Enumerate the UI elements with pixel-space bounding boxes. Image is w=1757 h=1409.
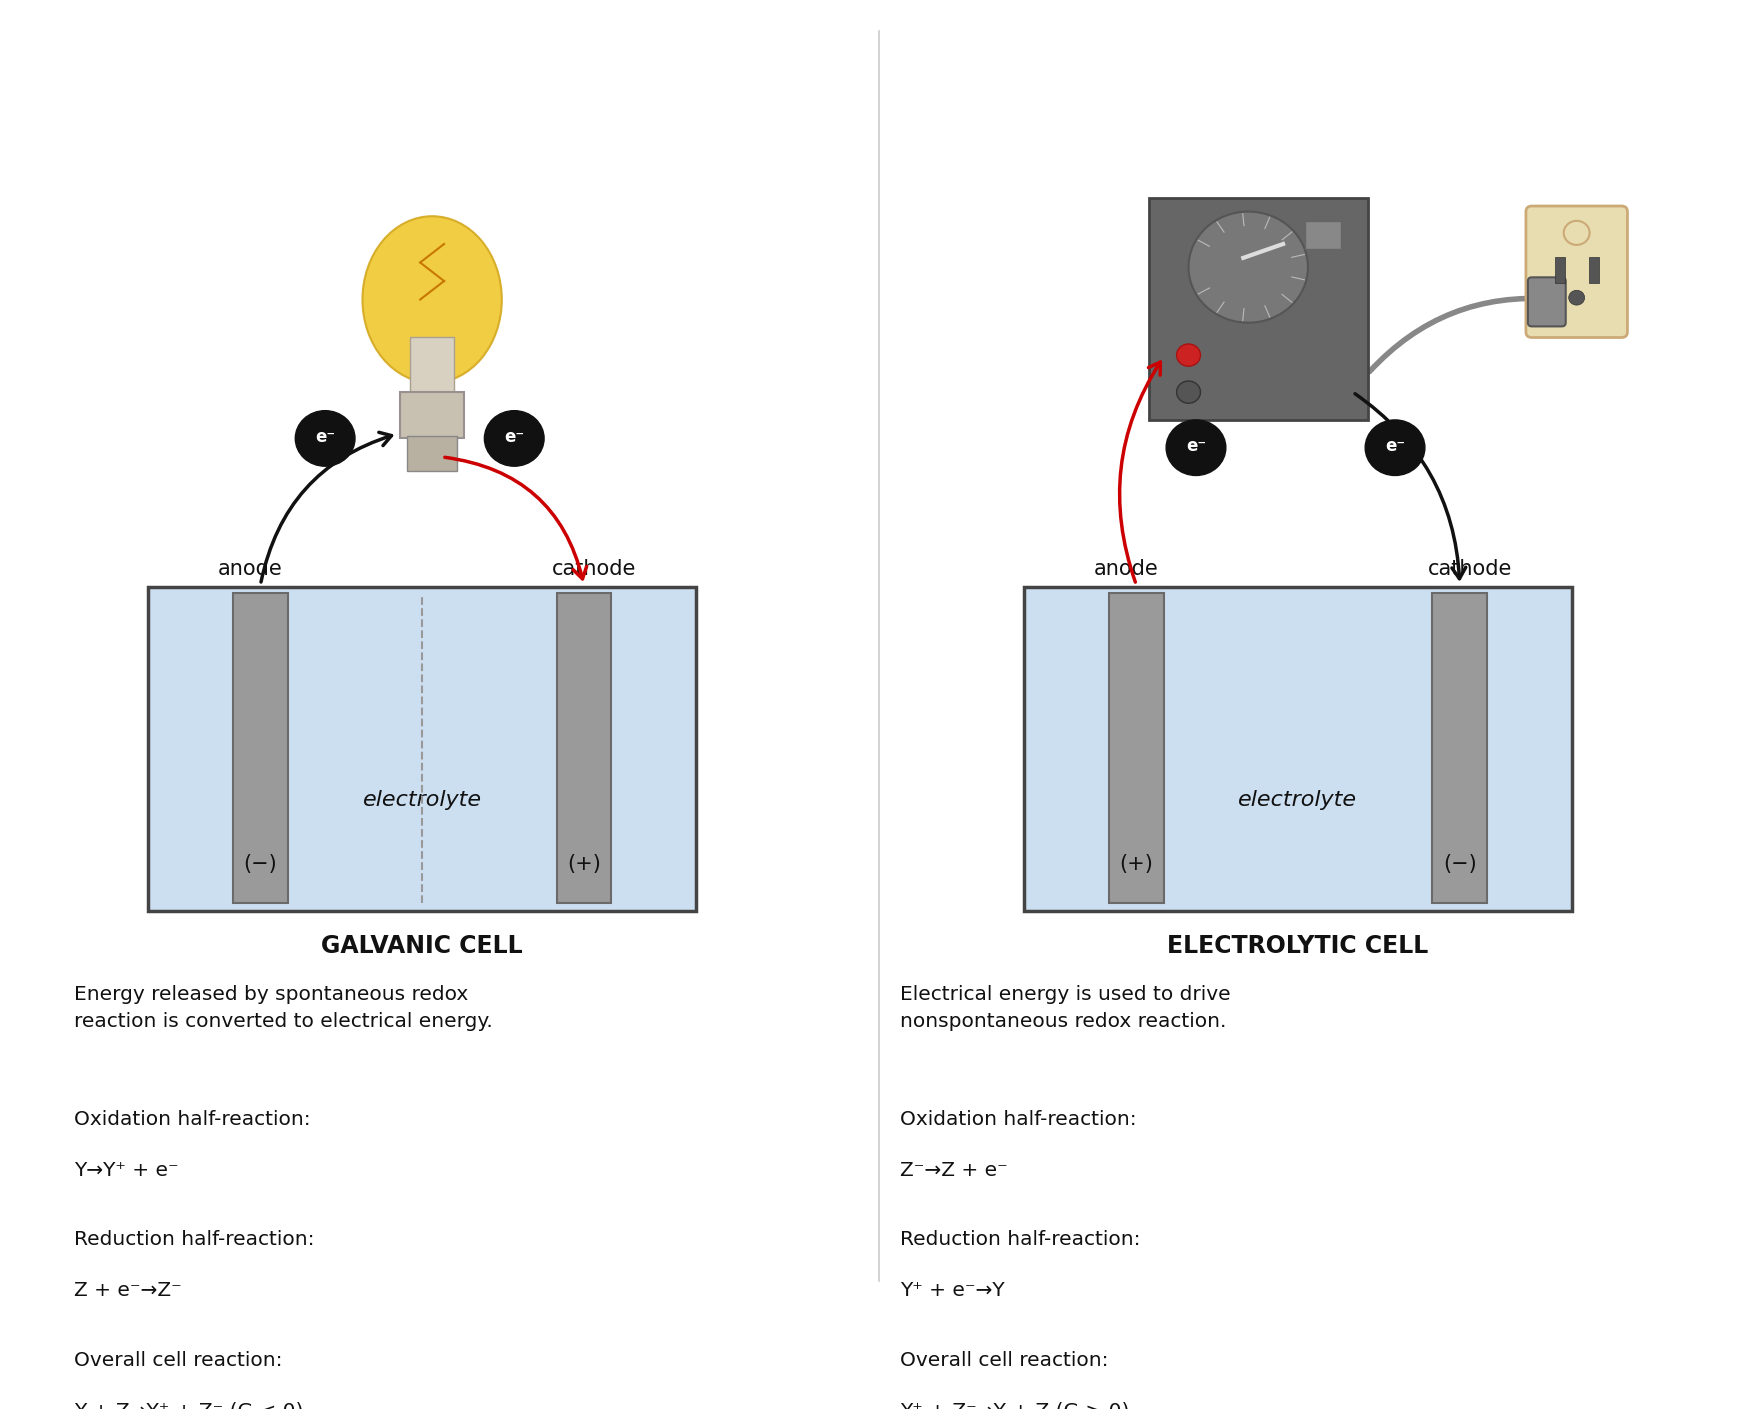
Text: cathode: cathode <box>1427 559 1511 579</box>
FancyArrowPatch shape <box>260 433 392 582</box>
FancyArrowPatch shape <box>445 458 587 579</box>
Text: Y⁺ + e⁻→Y: Y⁺ + e⁻→Y <box>900 1281 1003 1301</box>
Circle shape <box>1562 221 1588 245</box>
FancyArrowPatch shape <box>1355 393 1465 579</box>
FancyBboxPatch shape <box>557 593 611 903</box>
FancyBboxPatch shape <box>234 593 288 903</box>
FancyArrowPatch shape <box>1119 362 1160 582</box>
FancyBboxPatch shape <box>1588 256 1597 283</box>
Text: Overall cell reaction:: Overall cell reaction: <box>900 1350 1107 1370</box>
Text: GALVANIC CELL: GALVANIC CELL <box>322 934 522 958</box>
Text: Y→Y⁺ + e⁻: Y→Y⁺ + e⁻ <box>74 1161 179 1179</box>
Text: Z + e⁻→Z⁻: Z + e⁻→Z⁻ <box>74 1281 181 1301</box>
FancyBboxPatch shape <box>1527 278 1565 327</box>
Circle shape <box>1188 211 1307 323</box>
Text: Oxidation half-reaction:: Oxidation half-reaction: <box>900 1110 1135 1129</box>
Text: Y + Z→Y⁺ + Z⁻ (G < 0): Y + Z→Y⁺ + Z⁻ (G < 0) <box>74 1402 302 1409</box>
FancyBboxPatch shape <box>148 586 696 910</box>
FancyBboxPatch shape <box>1553 256 1564 283</box>
FancyBboxPatch shape <box>1432 593 1486 903</box>
Text: anode: anode <box>218 559 283 579</box>
Circle shape <box>1175 344 1200 366</box>
Circle shape <box>1567 290 1583 306</box>
Text: Z⁻→Z + e⁻: Z⁻→Z + e⁻ <box>900 1161 1007 1179</box>
Text: e⁻: e⁻ <box>504 427 524 445</box>
FancyBboxPatch shape <box>1304 221 1341 248</box>
Text: anode: anode <box>1093 559 1158 579</box>
Circle shape <box>1365 420 1425 475</box>
FancyBboxPatch shape <box>1147 197 1367 420</box>
Text: (+): (+) <box>568 854 601 875</box>
Text: Overall cell reaction:: Overall cell reaction: <box>74 1350 283 1370</box>
FancyBboxPatch shape <box>1024 586 1571 910</box>
Text: Oxidation half-reaction:: Oxidation half-reaction: <box>74 1110 311 1129</box>
FancyBboxPatch shape <box>1525 206 1627 338</box>
Text: (−): (−) <box>1442 854 1476 875</box>
FancyBboxPatch shape <box>401 392 464 438</box>
Text: e⁻: e⁻ <box>1385 437 1404 455</box>
Text: e⁻: e⁻ <box>315 427 336 445</box>
Text: electrolyte: electrolyte <box>362 789 481 810</box>
Circle shape <box>485 410 543 466</box>
Text: Electrical energy is used to drive
nonspontaneous redox reaction.: Electrical energy is used to drive nonsp… <box>900 985 1230 1031</box>
Text: cathode: cathode <box>552 559 636 579</box>
FancyBboxPatch shape <box>408 435 457 471</box>
Circle shape <box>1165 420 1225 475</box>
Text: Reduction half-reaction:: Reduction half-reaction: <box>74 1230 315 1250</box>
Text: e⁻: e⁻ <box>1186 437 1205 455</box>
Text: (−): (−) <box>244 854 278 875</box>
Circle shape <box>295 410 355 466</box>
Circle shape <box>1175 380 1200 403</box>
Text: (+): (+) <box>1119 854 1153 875</box>
Ellipse shape <box>362 216 501 383</box>
FancyArrowPatch shape <box>1369 299 1553 372</box>
Text: Reduction half-reaction:: Reduction half-reaction: <box>900 1230 1140 1250</box>
Text: Y⁺ + Z⁻→Y + Z (G > 0): Y⁺ + Z⁻→Y + Z (G > 0) <box>900 1402 1128 1409</box>
FancyBboxPatch shape <box>409 337 453 402</box>
FancyBboxPatch shape <box>1109 593 1163 903</box>
Text: ELECTROLYTIC CELL: ELECTROLYTIC CELL <box>1167 934 1428 958</box>
Text: electrolyte: electrolyte <box>1237 789 1356 810</box>
Text: Energy released by spontaneous redox
reaction is converted to electrical energy.: Energy released by spontaneous redox rea… <box>74 985 492 1031</box>
